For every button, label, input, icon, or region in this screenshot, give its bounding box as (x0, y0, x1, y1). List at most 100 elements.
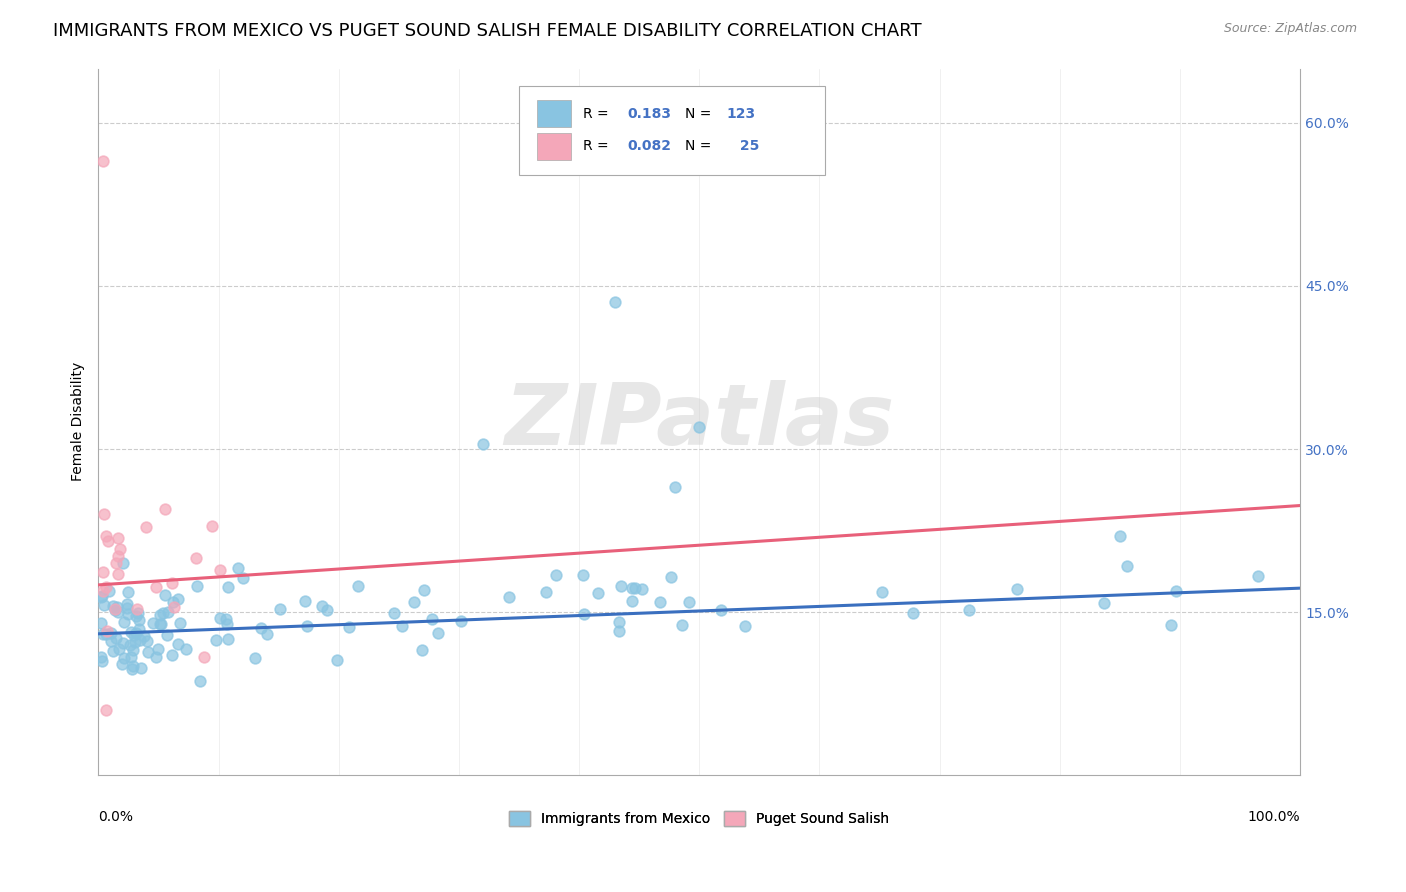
Point (120, 624, 142, 639)
Text: 0.0%: 0.0% (98, 811, 134, 824)
Point (412, 583, 434, 598)
Point (678, 595, 700, 609)
Point (610, 579, 633, 593)
Point (498, 590, 520, 604)
Point (155, 588, 177, 602)
Point (152, 606, 174, 620)
Point (93, 507, 115, 521)
Point (160, 576, 183, 591)
Point (108, 541, 131, 556)
Point (664, 480, 686, 494)
Point (1092, 595, 1115, 609)
Point (217, 581, 239, 595)
Point (534, 585, 557, 599)
Point (710, 603, 733, 617)
Point (1166, 584, 1188, 599)
Legend: Immigrants from Mexico, Puget Sound Salish: Immigrants from Mexico, Puget Sound Sali… (503, 805, 894, 831)
Point (117, 597, 139, 611)
Point (121, 643, 143, 657)
Point (101, 599, 124, 613)
Point (115, 600, 138, 615)
Text: 25: 25 (735, 139, 759, 153)
Point (420, 612, 443, 626)
Point (176, 641, 198, 656)
Point (546, 567, 568, 582)
Point (734, 619, 756, 633)
Point (574, 607, 596, 621)
Point (100, 625, 122, 640)
Point (311, 599, 333, 613)
Point (156, 628, 179, 642)
Point (105, 600, 128, 615)
Point (156, 605, 179, 619)
Text: R =: R = (582, 139, 613, 153)
Point (346, 579, 368, 593)
Point (90, 591, 112, 605)
Point (128, 613, 150, 627)
Point (149, 607, 172, 622)
Point (117, 607, 139, 621)
Point (108, 641, 131, 656)
Text: 0.183: 0.183 (627, 107, 671, 120)
Point (205, 633, 228, 648)
Text: 123: 123 (727, 107, 756, 120)
Point (112, 635, 135, 649)
Point (404, 595, 426, 609)
Point (605, 295, 627, 310)
Point (112, 556, 135, 570)
Point (472, 436, 495, 450)
Point (256, 627, 278, 641)
Point (91, 589, 114, 603)
Point (650, 595, 672, 609)
Point (153, 501, 176, 516)
Point (101, 643, 124, 657)
Point (135, 520, 157, 534)
Point (208, 564, 231, 578)
Point (661, 570, 683, 584)
Point (249, 621, 271, 635)
Point (193, 650, 215, 665)
Point (586, 586, 609, 600)
Point (112, 615, 135, 630)
Point (297, 618, 319, 632)
Point (450, 614, 472, 628)
Point (104, 632, 127, 646)
Point (208, 611, 231, 625)
Point (149, 617, 172, 632)
Point (294, 594, 316, 608)
Point (129, 632, 152, 647)
Text: ZIPatlas: ZIPatlas (505, 380, 894, 463)
Point (870, 585, 893, 599)
FancyBboxPatch shape (537, 133, 571, 160)
Point (91, 627, 114, 641)
Point (1247, 569, 1270, 583)
Point (607, 624, 630, 638)
Point (91, 153, 114, 168)
Point (269, 602, 291, 616)
Point (166, 637, 188, 651)
Point (145, 650, 167, 665)
Point (122, 628, 145, 642)
Point (94, 581, 117, 595)
Point (104, 603, 127, 617)
Point (136, 633, 159, 648)
Point (621, 594, 644, 608)
Point (186, 551, 208, 566)
Point (149, 616, 172, 631)
Point (125, 626, 148, 640)
Point (571, 567, 593, 582)
Point (326, 653, 349, 667)
Y-axis label: Female Disability: Female Disability (72, 362, 86, 482)
Point (98, 584, 121, 599)
Point (217, 632, 239, 646)
Point (134, 629, 156, 643)
Point (107, 531, 129, 545)
Point (93, 599, 115, 613)
Point (215, 612, 238, 626)
Point (163, 600, 186, 615)
Point (128, 622, 150, 636)
Point (125, 608, 148, 623)
Point (124, 635, 146, 649)
Point (316, 602, 339, 616)
Point (122, 658, 145, 673)
